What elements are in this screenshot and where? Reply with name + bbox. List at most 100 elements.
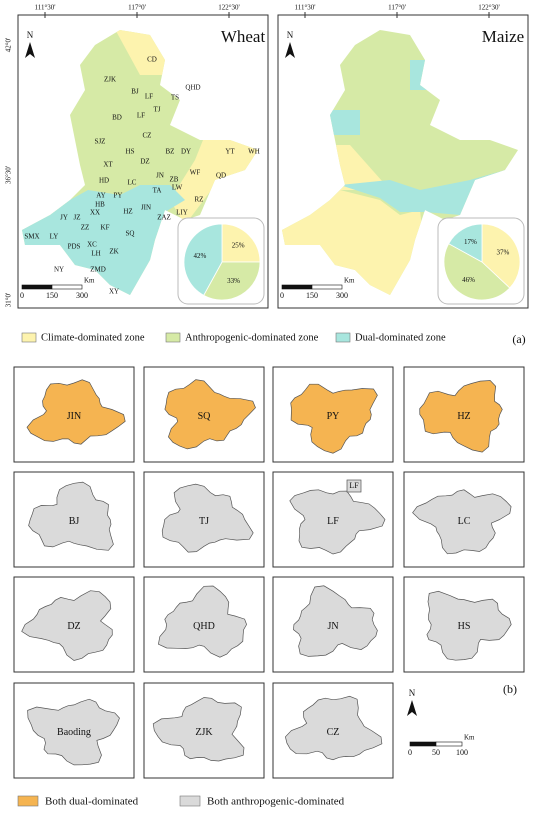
region-shape [26,379,126,445]
region-label: LY [50,233,59,241]
scale-label: 50 [432,748,440,757]
north-label: N [409,688,416,698]
pie-slice [448,223,483,263]
legend-swatch [21,332,37,343]
region-label: TA [153,187,162,195]
region-label: ZAZ [157,214,171,222]
scale-segment [409,741,437,747]
legend-swatch [179,795,201,807]
region-label: HD [99,177,109,185]
region-label: PY [114,192,123,200]
pie-slice [481,223,521,289]
region-label: TJ [199,516,209,527]
north-label: N [27,30,34,40]
legend-swatch [165,332,181,343]
north-label: N [287,30,294,40]
north-arrow [25,42,35,58]
lon-tick-label: 111°30' [294,4,315,12]
pie-label: 37% [497,249,510,257]
region-label: JIN [141,204,151,212]
lon-tick-label: 117°0' [128,4,146,12]
scale-label: 150 [306,291,318,300]
lat-tick-label: 31°0' [5,293,13,308]
scale-unit: Km [464,734,475,742]
legend-label: Anthropogenic-dominated zone [185,332,319,343]
region-label: XC [87,241,97,249]
region-label: JIN [67,411,81,422]
scale-label: 100 [456,748,468,757]
region-shape [412,489,512,555]
pie-slice [203,261,261,301]
legend-swatch [17,795,39,807]
region-shape [152,697,245,762]
lon-tick-label: 122°30' [218,4,240,12]
region-label: JN [327,621,338,632]
pie-slice [443,243,511,301]
region-label: LF [137,112,145,120]
map-title: Maize [482,27,524,46]
region-label: CZ [143,132,152,140]
scale-segment [21,284,53,290]
region-label: HS [458,621,471,632]
region-label: HZ [457,411,470,422]
region-label: HZ [123,208,132,216]
region-shape [21,590,113,661]
region-shape [419,380,503,453]
region-shape [426,590,512,661]
pie-label: 46% [462,276,475,284]
region-label: WH [248,148,260,156]
region-label: QD [216,172,226,180]
region-shape [346,479,362,493]
pie-label: 33% [227,277,240,285]
zone-dual [330,110,360,135]
lon-tick-label: 111°30' [34,4,55,12]
region-label: JY [60,214,68,222]
region-label: CD [147,56,157,64]
region-label: BD [112,114,122,122]
legend-swatch [335,332,351,343]
scale-segment [51,284,83,290]
lat-tick-label: 36°30' [5,166,13,184]
region-shape [28,481,114,551]
region-label: LIY [176,209,188,217]
region-label: ZJK [104,76,116,84]
region-label: LH [91,250,100,258]
pie-label: 42% [193,252,206,260]
region-label: PY [327,411,340,422]
region-label: LC [458,516,471,527]
region-label: BZ [166,148,175,156]
panel-label: (b) [503,682,517,696]
region-label: LF [327,516,339,527]
region-shape [289,489,386,555]
region-label: XT [103,161,113,169]
region-shape [285,695,383,761]
region-shape [290,383,378,454]
region-label: SJZ [95,138,106,146]
region-label: SQ [126,230,135,238]
north-arrow [285,42,295,58]
region-label: TJ [154,106,161,114]
region-label: TS [171,94,179,102]
legend-label: Both anthropogenic-dominated [207,796,345,808]
scale-segment [311,284,343,290]
region-label: QHD [193,621,215,632]
region-label: DZ [140,158,149,166]
region-label: WF [190,169,201,177]
region-label: ZK [109,248,118,256]
region-shape [164,379,256,450]
scale-unit: Km [84,277,95,285]
scale-label: 300 [336,291,348,300]
region-label: BJ [69,516,80,527]
region-shape [27,698,120,766]
region-label: CZ [327,727,340,738]
region-label: YT [225,148,235,156]
region-label: JN [156,172,164,180]
region-label: XY [109,288,119,296]
region-label: ZZ [81,224,90,232]
region-label: LF [145,93,153,101]
region-label: QHD [185,84,200,92]
region-label: DY [181,148,191,156]
region-label: LW [172,184,183,192]
region-label: XX [90,209,100,217]
